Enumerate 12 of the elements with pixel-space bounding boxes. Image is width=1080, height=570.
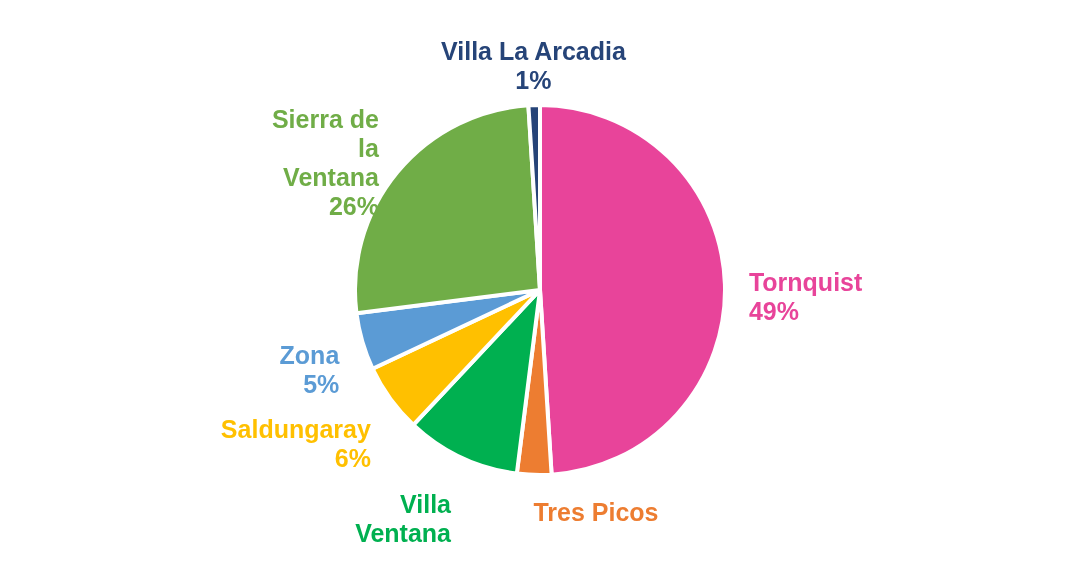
slice-label: Zona <box>279 341 341 370</box>
data-label: 26% <box>328 191 379 220</box>
data-label: 6% <box>334 443 371 472</box>
slice-label: Tres Picos <box>533 498 659 527</box>
slice-label: Sierra de la Ventana <box>271 104 381 191</box>
slice-label: Tornquist <box>748 267 863 296</box>
data-label: 49% <box>748 296 799 325</box>
slice-label: Villa Ventana <box>355 490 453 548</box>
slice-label: Saldungaray <box>220 414 371 443</box>
data-label: 5% <box>303 370 340 399</box>
slice-label: Villa La Arcadia <box>441 37 627 66</box>
data-label: 1% <box>515 66 552 95</box>
